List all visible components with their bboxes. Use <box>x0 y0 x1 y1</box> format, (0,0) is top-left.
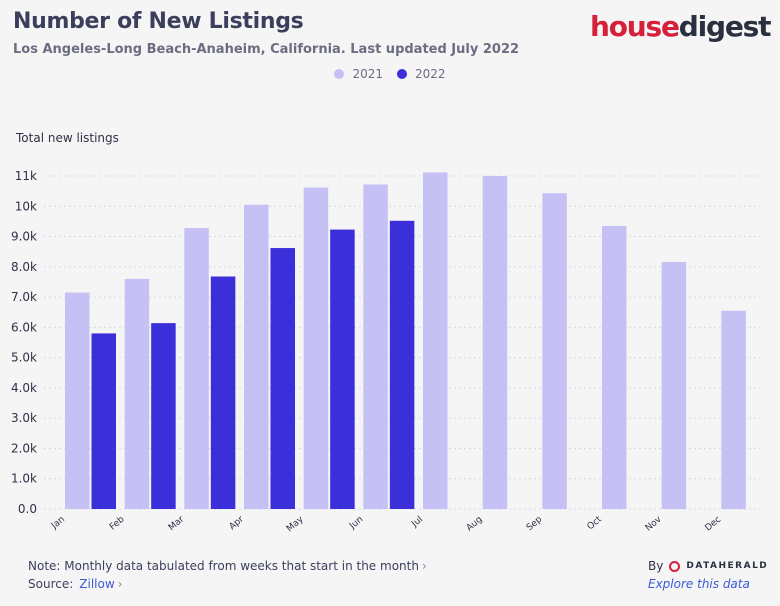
bar-2022-may[interactable] <box>330 229 355 509</box>
bar-2021-may[interactable] <box>303 187 329 509</box>
explore-data-link[interactable]: Explore this data <box>648 577 750 591</box>
y-tick-label: 9.0k <box>11 230 37 244</box>
legend-swatch-2021 <box>334 69 345 79</box>
y-tick-labels: 0.0 1.0k 2.0k 3.0k 4.0k 5.0k 6.0k 7.0k 8.0k 9.0k 1… <box>11 169 37 516</box>
x-tick-label: Sep <box>525 514 545 533</box>
y-tick-label: 7.0k <box>11 290 37 304</box>
chart-legend: 2021 2022 <box>0 67 780 81</box>
x-tick-labels: Jan Feb Mar Apr May Jun Jul Aug Sep Oct Nov Dec <box>49 514 723 534</box>
source-link[interactable]: Zillow <box>79 577 115 591</box>
source-label: Source: <box>28 577 74 591</box>
bar-2022-feb[interactable] <box>151 323 176 509</box>
y-tick-label: 10k <box>15 199 37 213</box>
bar-2021-feb[interactable] <box>124 278 150 509</box>
legend-swatch-2022 <box>397 69 407 79</box>
bar-2021-nov[interactable] <box>661 261 687 509</box>
legend-item-2021[interactable]: 2021 <box>334 67 383 81</box>
x-tick-label: May <box>285 514 306 534</box>
chevron-right-icon: › <box>421 559 427 573</box>
y-tick-label: 0.0 <box>18 502 37 516</box>
y-tick-label: 5.0k <box>11 351 37 365</box>
logo-part-digest: digest <box>678 10 772 43</box>
y-tick-label: 4.0k <box>11 381 37 395</box>
x-tick-label: Oct <box>586 514 605 532</box>
y-tick-label: 8.0k <box>11 260 37 274</box>
logo-part-house: house <box>590 10 680 43</box>
y-tick-label: 11k <box>15 169 37 183</box>
bar-2021-apr[interactable] <box>244 204 269 509</box>
bar-2021-jun[interactable] <box>363 184 388 509</box>
bar-2022-jun[interactable] <box>389 220 415 509</box>
x-tick-label: Aug <box>465 515 485 534</box>
legend-item-2022[interactable]: 2022 <box>397 67 446 81</box>
by-label: By <box>648 559 664 573</box>
x-tick-label: Apr <box>228 514 247 532</box>
bar-2021-mar[interactable] <box>184 228 209 509</box>
x-tick-label: Mar <box>167 514 187 533</box>
chart-subtitle: Los Angeles-Long Beach-Anaheim, Californ… <box>13 42 520 57</box>
legend-label-2022: 2022 <box>415 67 446 81</box>
bar-2021-jan[interactable] <box>65 292 90 509</box>
legend-label-2021: 2021 <box>352 67 383 81</box>
bar-2022-apr[interactable] <box>270 248 296 510</box>
bar-2021-oct[interactable] <box>602 225 627 509</box>
attribution[interactable]: By DATAHERALD <box>648 559 768 573</box>
chevron-right-icon: › <box>117 577 123 591</box>
bar-2022-mar[interactable] <box>210 276 236 509</box>
bar-2021-aug[interactable] <box>482 176 508 509</box>
x-tick-label: Jul <box>409 515 425 530</box>
dataherald-brand: DATAHERALD <box>686 561 769 571</box>
y-tick-label: 3.0k <box>11 411 37 425</box>
x-tick-label: Nov <box>644 514 664 533</box>
bar-2021-dec[interactable] <box>721 310 746 509</box>
housedigest-logo[interactable]: housedigest <box>590 10 772 43</box>
bars <box>65 172 746 510</box>
footer-note-text: Note: Monthly data tabulated from weeks … <box>28 559 419 573</box>
bar-2021-jul[interactable] <box>423 172 448 509</box>
x-tick-label: Dec <box>703 515 723 534</box>
dataherald-logo-icon <box>669 560 681 572</box>
bar-2021-sep[interactable] <box>542 193 567 510</box>
footer-note[interactable]: Note: Monthly data tabulated from weeks … <box>28 559 427 573</box>
chart-title: Number of New Listings <box>13 9 304 34</box>
footer-source: Source: Zillow › <box>28 577 122 591</box>
y-axis-label: Total new listings <box>16 131 119 145</box>
x-tick-label: Jun <box>347 515 365 532</box>
x-tick-label: Jan <box>49 515 67 532</box>
y-tick-label: 2.0k <box>11 441 37 455</box>
y-tick-label: 6.0k <box>11 320 37 334</box>
y-tick-label: 1.0k <box>11 472 37 486</box>
gridlines <box>44 175 760 510</box>
x-tick-label: Feb <box>108 514 127 532</box>
bar-2022-jan[interactable] <box>91 333 117 509</box>
